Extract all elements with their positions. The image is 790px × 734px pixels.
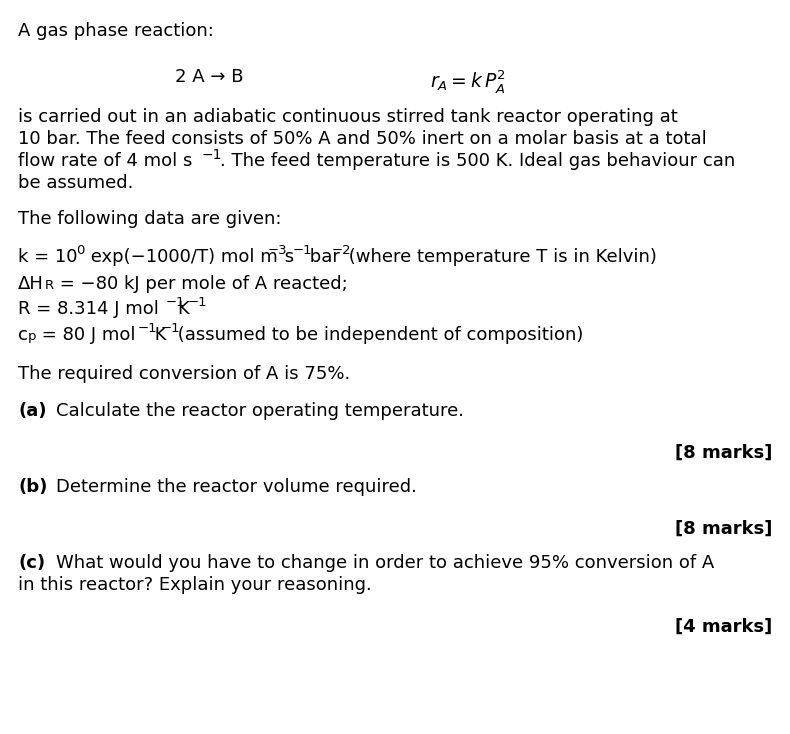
Text: −1: −1	[202, 148, 223, 162]
Text: R: R	[45, 279, 55, 292]
Text: k = 10: k = 10	[18, 248, 77, 266]
Text: exp(−1000/T) mol m: exp(−1000/T) mol m	[85, 248, 278, 266]
Text: (assumed to be independent of composition): (assumed to be independent of compositio…	[172, 326, 583, 344]
Text: 2 A → B: 2 A → B	[175, 68, 243, 86]
Text: p: p	[28, 330, 36, 343]
Text: K: K	[177, 300, 189, 318]
Text: [8 marks]: [8 marks]	[675, 444, 772, 462]
Text: ΔH: ΔH	[18, 275, 44, 293]
Text: = 80 J mol: = 80 J mol	[36, 326, 136, 344]
Text: Determine the reactor volume required.: Determine the reactor volume required.	[56, 478, 417, 496]
Text: in this reactor? Explain your reasoning.: in this reactor? Explain your reasoning.	[18, 576, 372, 594]
Text: [4 marks]: [4 marks]	[675, 618, 772, 636]
Text: The required conversion of A is 75%.: The required conversion of A is 75%.	[18, 365, 350, 383]
Text: −3: −3	[268, 244, 288, 257]
Text: (b): (b)	[18, 478, 47, 496]
Text: What would you have to change in order to achieve 95% conversion of A: What would you have to change in order t…	[56, 554, 714, 572]
Text: R = 8.314 J mol: R = 8.314 J mol	[18, 300, 159, 318]
Text: −1: −1	[166, 296, 186, 309]
Text: −1: −1	[293, 244, 313, 257]
Text: (where temperature T is in Kelvin): (where temperature T is in Kelvin)	[343, 248, 656, 266]
Text: −1: −1	[161, 322, 181, 335]
Text: be assumed.: be assumed.	[18, 174, 134, 192]
Text: $r_A = k\,P_A^{2}$: $r_A = k\,P_A^{2}$	[430, 68, 506, 95]
Text: [8 marks]: [8 marks]	[675, 520, 772, 538]
Text: −2: −2	[332, 244, 352, 257]
Text: Calculate the reactor operating temperature.: Calculate the reactor operating temperat…	[56, 402, 464, 420]
Text: . The feed temperature is 500 K. Ideal gas behaviour can: . The feed temperature is 500 K. Ideal g…	[220, 152, 735, 170]
Text: 10 bar. The feed consists of 50% A and 50% inert on a molar basis at a total: 10 bar. The feed consists of 50% A and 5…	[18, 130, 707, 148]
Text: −1: −1	[188, 296, 208, 309]
Text: −1: −1	[138, 322, 158, 335]
Text: K: K	[149, 326, 167, 344]
Text: The following data are given:: The following data are given:	[18, 210, 281, 228]
Text: flow rate of 4 mol s: flow rate of 4 mol s	[18, 152, 193, 170]
Text: = −80 kJ per mole of A reacted;: = −80 kJ per mole of A reacted;	[54, 275, 348, 293]
Text: c: c	[18, 326, 28, 344]
Text: is carried out in an adiabatic continuous stirred tank reactor operating at: is carried out in an adiabatic continuou…	[18, 108, 678, 126]
Text: (a): (a)	[18, 402, 47, 420]
Text: 0: 0	[76, 244, 85, 257]
Text: (c): (c)	[18, 554, 45, 572]
Text: A gas phase reaction:: A gas phase reaction:	[18, 22, 214, 40]
Text: s: s	[279, 248, 294, 266]
Text: bar: bar	[304, 248, 340, 266]
